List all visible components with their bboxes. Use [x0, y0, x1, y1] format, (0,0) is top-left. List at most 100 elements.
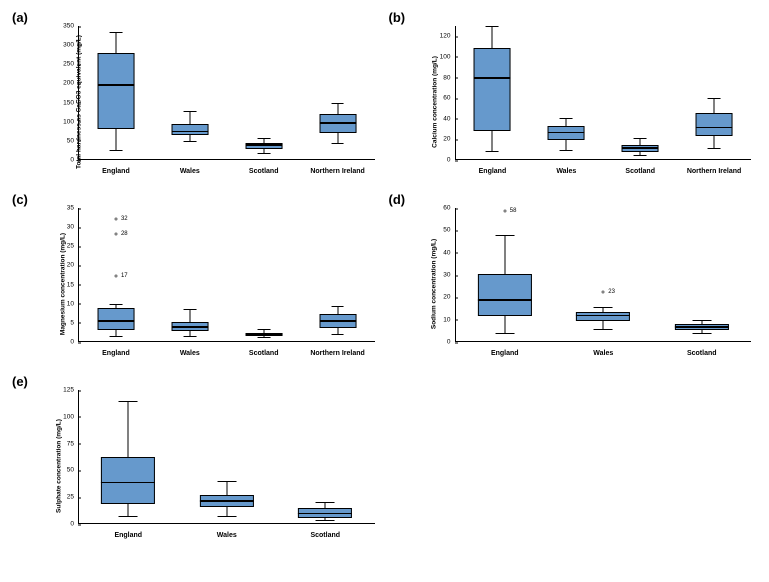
y-tick: 20: [429, 294, 455, 301]
median-line: [171, 326, 208, 328]
median-line: [171, 131, 208, 133]
outlier-marker: [602, 290, 605, 293]
outlier-label: 32: [121, 216, 128, 222]
whisker-cap: [634, 138, 647, 139]
y-tick: 100: [52, 118, 78, 125]
panel-label-c: (c): [12, 192, 28, 207]
y-tick: 0: [52, 521, 78, 528]
y-tick: 40: [429, 115, 455, 122]
outlier-marker: [114, 274, 117, 277]
panel-c: (c)Magnesium concentration (mg/L)England…: [8, 190, 385, 368]
x-category-label: Wales: [556, 168, 576, 175]
whisker-cap: [109, 32, 122, 33]
whisker-cap: [486, 26, 499, 27]
whisker-cap: [331, 143, 344, 144]
whisker-cap: [257, 153, 270, 154]
x-category-label: Northern Ireland: [310, 168, 364, 175]
whisker-cap: [119, 516, 138, 517]
x-category-label: Northern Ireland: [310, 350, 364, 357]
y-tick: 0: [429, 339, 455, 346]
x-category-label: Scotland: [249, 168, 279, 175]
whisker-cap: [183, 309, 196, 310]
plot-area: EnglandWalesScotlandNorthern Ireland: [455, 26, 752, 160]
y-tick: 100: [429, 53, 455, 60]
median-line: [319, 122, 356, 124]
y-tick: 60: [429, 95, 455, 102]
y-tick: 50: [52, 467, 78, 474]
y-tick: 150: [52, 99, 78, 106]
x-category-label: England: [102, 350, 130, 357]
whisker-cap: [331, 306, 344, 307]
y-tick: 10: [52, 300, 78, 307]
median-line: [97, 320, 134, 322]
outlier-label: 17: [121, 273, 128, 279]
whisker-cap: [331, 334, 344, 335]
panel-a: (a) Total hardness as CaCO3 equivalent (m…: [8, 8, 385, 186]
plot-area: EnglandWalesScotland5823: [455, 208, 752, 342]
plot-e: Sulphate concentration (mg/L)EnglandWale…: [52, 386, 385, 546]
median-line: [478, 299, 532, 301]
y-tick: 120: [429, 33, 455, 40]
y-tick: 10: [429, 316, 455, 323]
x-category-label: Scotland: [310, 532, 340, 539]
x-category-label: Wales: [180, 168, 200, 175]
median-line: [245, 144, 282, 146]
whisker-cap: [183, 141, 196, 142]
outlier-marker: [114, 217, 117, 220]
whisker-cap: [257, 138, 270, 139]
whisker-cap: [692, 333, 711, 334]
y-tick: 125: [52, 387, 78, 394]
median-line: [675, 326, 729, 328]
box: [171, 124, 208, 135]
whisker-cap: [257, 329, 270, 330]
plot-d: Sodium concentration (mg/L)EnglandWalesS…: [429, 204, 762, 364]
outlier-marker: [503, 210, 506, 213]
whisker-cap: [257, 337, 270, 338]
y-tick: 50: [52, 137, 78, 144]
box: [478, 274, 532, 316]
x-category-label: Scotland: [625, 168, 655, 175]
y-tick: 50: [429, 227, 455, 234]
x-category-label: Wales: [180, 350, 200, 357]
y-tick: 200: [52, 80, 78, 87]
median-line: [200, 500, 254, 502]
y-tick: 15: [52, 281, 78, 288]
median-line: [97, 84, 134, 86]
plot-b: Calcium concentration (mg/L) EnglandWales…: [429, 22, 762, 182]
plot-a: Total hardness as CaCO3 equivalent (mg/L…: [52, 22, 385, 182]
median-line: [319, 320, 356, 322]
y-tick: 100: [52, 413, 78, 420]
whisker-cap: [119, 401, 138, 402]
y-tick: 20: [429, 136, 455, 143]
whisker-cap: [560, 118, 573, 119]
box: [576, 312, 630, 321]
panel-d: (d)Sodium concentration (mg/L)EnglandWal…: [385, 190, 762, 368]
x-category-label: Northern Ireland: [687, 168, 741, 175]
whisker-cap: [331, 103, 344, 104]
whisker-cap: [183, 336, 196, 337]
whisker-cap: [634, 155, 647, 156]
box: [101, 457, 155, 504]
y-tick: 250: [52, 61, 78, 68]
whisker-cap: [708, 148, 721, 149]
whisker-cap: [217, 481, 236, 482]
median-line: [576, 315, 630, 317]
whisker-cap: [217, 516, 236, 517]
whisker-cap: [495, 333, 514, 334]
y-tick: 25: [52, 243, 78, 250]
whisker-cap: [316, 520, 335, 521]
y-tick: 5: [52, 319, 78, 326]
y-tick: 40: [429, 249, 455, 256]
plot-area: EnglandWalesScotlandNorthern Ireland: [78, 26, 375, 160]
outlier-label: 23: [608, 289, 615, 295]
x-category-label: Wales: [217, 532, 237, 539]
y-axis-label: Calcium concentration (mg/L): [431, 56, 438, 148]
median-line: [245, 333, 282, 335]
panel-label-a: (a): [12, 10, 28, 25]
y-tick: 35: [52, 205, 78, 212]
x-category-label: Wales: [593, 350, 613, 357]
outlier-marker: [114, 232, 117, 235]
box: [474, 48, 511, 131]
whisker-cap: [708, 98, 721, 99]
panel-e: (e)Sulphate concentration (mg/L)EnglandW…: [8, 372, 385, 550]
